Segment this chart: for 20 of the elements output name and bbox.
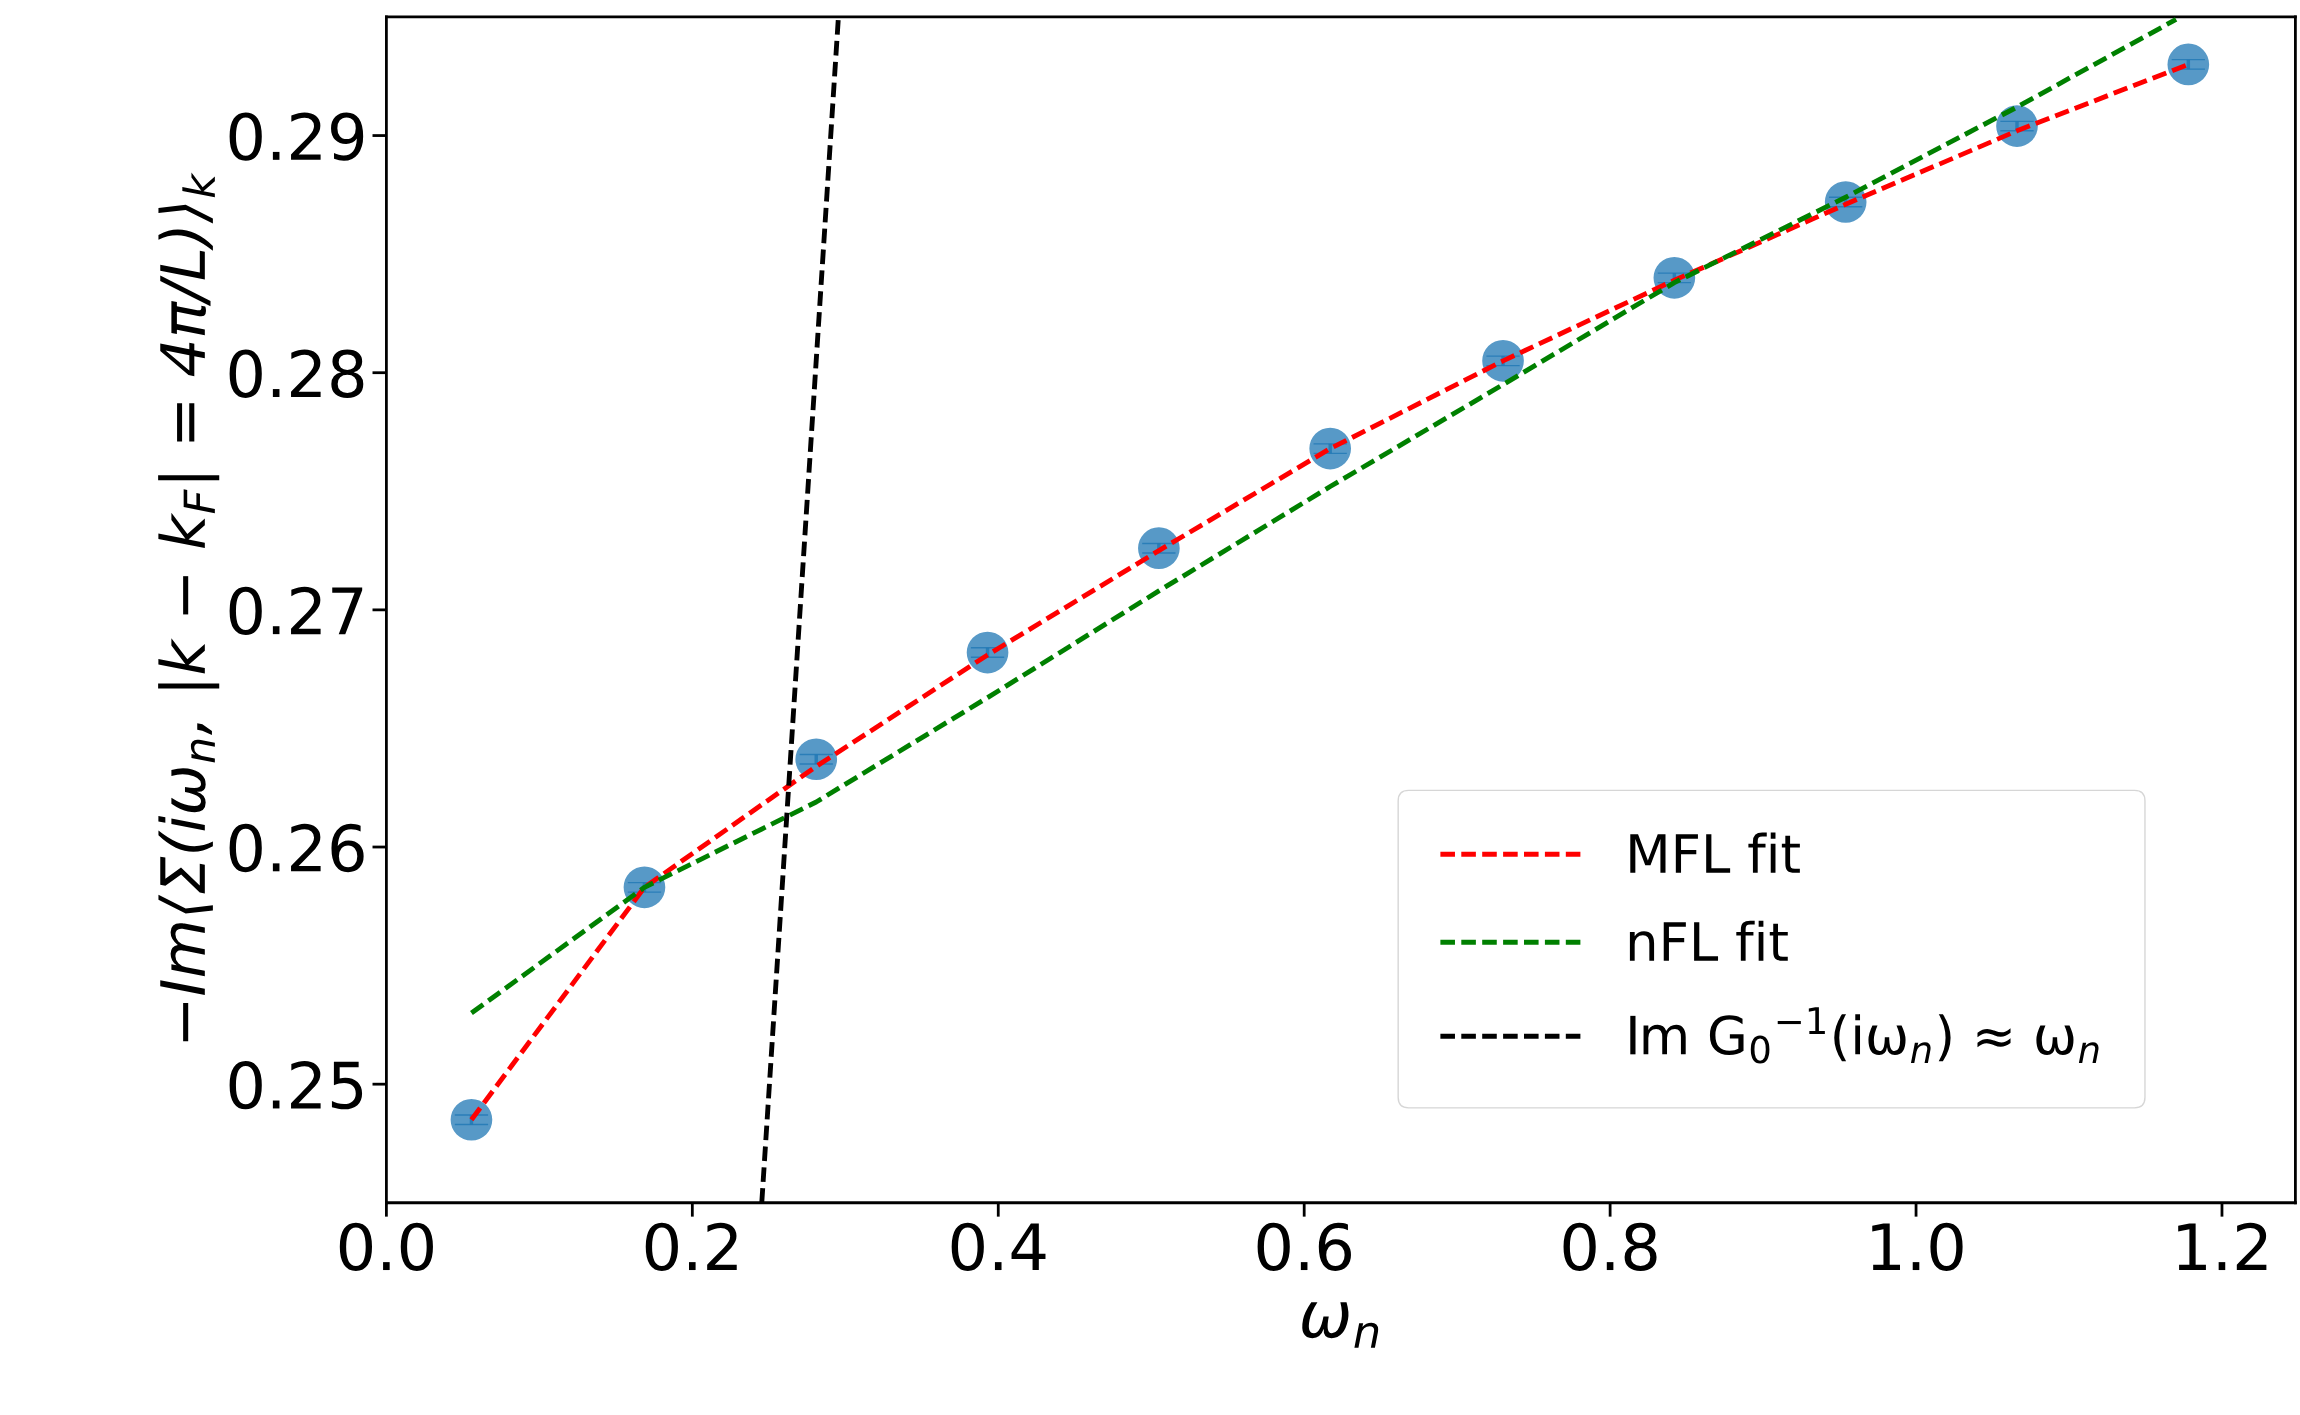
x-tick-label: 0.8 xyxy=(1563,1222,1657,1271)
x-tick-label: 1.2 xyxy=(2178,1222,2267,1271)
y-tick-label: 0.26 xyxy=(229,823,364,873)
x-tick-label: 1.0 xyxy=(1872,1222,1963,1271)
y-axis-title: −Im⟨Σ(iω$_{n}$, |k − k$_{F}$| = 4π/L)⟩$_{k}$ xyxy=(158,172,220,1042)
x-axis-title: ω$_{n}$ xyxy=(1302,1302,1379,1348)
legend-label: nFL fit xyxy=(1629,920,1788,961)
y-tick-label: 0.27 xyxy=(229,586,363,636)
y-tick-label: 0.28 xyxy=(229,349,364,398)
point xyxy=(450,1098,493,1141)
x-tick-label: 0.2 xyxy=(645,1222,737,1271)
point xyxy=(2167,43,2210,86)
x-tick-label: 0.0 xyxy=(339,1222,433,1271)
y-tick-label: 0.25 xyxy=(229,1061,363,1110)
y-tick-label: 0.29 xyxy=(229,112,364,161)
legend-label: MFL fit xyxy=(1630,832,1800,873)
legend-label: Im G$_{0}$$^{−1}$(iω$_{n}$) ≈ ω$_{n}$ xyxy=(1630,1007,2099,1064)
x-tick-label: 0.4 xyxy=(951,1222,1046,1271)
x-tick-label: 0.6 xyxy=(1257,1222,1351,1271)
point xyxy=(795,738,838,781)
